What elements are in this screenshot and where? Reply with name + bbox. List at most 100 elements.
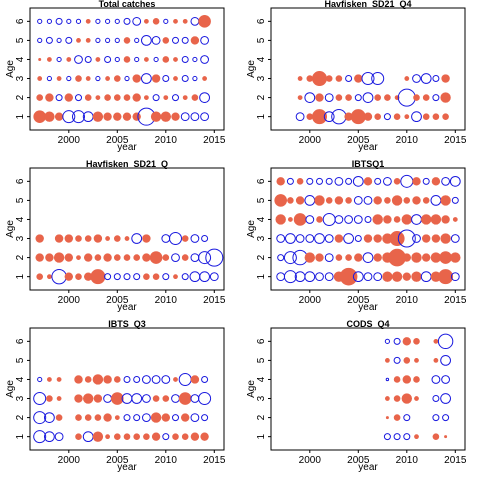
bubble-negative bbox=[66, 18, 72, 24]
bubble-negative bbox=[55, 94, 63, 102]
bubble-negative bbox=[190, 413, 200, 422]
bubble-positive bbox=[363, 234, 373, 243]
bubble-negative bbox=[324, 272, 334, 282]
bubble-negative bbox=[66, 75, 72, 82]
bubble-negative bbox=[345, 177, 353, 185]
plot-frame bbox=[270, 167, 466, 291]
bubble-positive bbox=[389, 231, 405, 247]
bubble-negative bbox=[181, 36, 189, 44]
bubble-positive bbox=[393, 395, 401, 402]
bubble-negative bbox=[314, 233, 325, 244]
bubble-negative bbox=[451, 196, 459, 204]
bubble-negative bbox=[131, 233, 143, 244]
bubble-negative bbox=[74, 55, 83, 64]
x-axis-label: year bbox=[117, 142, 137, 153]
bubble-negative bbox=[37, 37, 43, 44]
bubble-negative bbox=[55, 17, 63, 25]
bubble-negative bbox=[322, 212, 336, 226]
bubble-negative bbox=[304, 195, 316, 206]
bubble-positive bbox=[325, 197, 333, 204]
bubble-positive bbox=[363, 177, 373, 186]
bubble-negative bbox=[432, 75, 440, 83]
y-tick-label: 5 bbox=[15, 37, 26, 43]
bubble-positive bbox=[93, 394, 103, 403]
bubble-negative bbox=[384, 338, 390, 344]
bubble-negative bbox=[54, 432, 64, 442]
y-tick-label: 4 bbox=[15, 216, 26, 222]
bubble-negative bbox=[304, 271, 316, 283]
bubble-negative bbox=[45, 36, 53, 44]
bubble-negative bbox=[142, 413, 151, 422]
bubble-positive bbox=[296, 178, 304, 185]
y-axis-label: Age bbox=[246, 380, 257, 398]
bubble-positive bbox=[442, 113, 449, 120]
bubble-negative bbox=[354, 94, 362, 102]
x-tick-label: 2000 bbox=[58, 135, 81, 146]
bubble-negative bbox=[383, 433, 391, 441]
bubble-negative bbox=[169, 232, 182, 246]
bubble-negative bbox=[33, 392, 47, 406]
bubble-negative bbox=[363, 272, 373, 282]
bubble-negative bbox=[44, 412, 55, 423]
bubble-positive bbox=[403, 357, 411, 364]
bubble-positive bbox=[74, 375, 83, 384]
bubble-negative bbox=[441, 176, 451, 186]
x-tick-label: 2005 bbox=[106, 455, 129, 466]
bubble-positive bbox=[84, 94, 92, 101]
bubble-positive bbox=[103, 112, 112, 121]
bubble-positive bbox=[152, 395, 160, 402]
bubble-negative bbox=[198, 251, 212, 265]
bubble-negative bbox=[364, 215, 372, 223]
bubble-positive bbox=[64, 253, 74, 262]
bubble-negative bbox=[171, 394, 180, 403]
bubble-positive bbox=[275, 214, 286, 225]
bubble-positive bbox=[274, 194, 288, 207]
bubble-positive bbox=[92, 111, 104, 122]
bubble-positive bbox=[422, 94, 430, 101]
bubble-negative bbox=[295, 234, 305, 243]
bubble-positive bbox=[287, 197, 294, 204]
bubble-positive bbox=[38, 57, 42, 61]
bubble-positive bbox=[33, 110, 47, 123]
bubble-negative bbox=[162, 75, 170, 83]
plot-frame bbox=[270, 7, 466, 131]
bubble-negative bbox=[201, 235, 209, 243]
bubble-positive bbox=[181, 235, 189, 242]
bubble-negative bbox=[400, 174, 414, 188]
bubble-negative bbox=[105, 37, 111, 44]
x-tick-label: 2005 bbox=[106, 135, 129, 146]
bubble-negative bbox=[37, 376, 43, 383]
bubble-negative bbox=[161, 375, 171, 384]
bubble-positive bbox=[75, 414, 82, 421]
bubble-positive bbox=[35, 234, 44, 243]
y-tick-label: 2 bbox=[256, 254, 267, 260]
bubble-positive bbox=[441, 74, 450, 83]
bubble-positive bbox=[171, 112, 180, 121]
bubble-negative bbox=[200, 36, 210, 45]
bubble-positive bbox=[393, 113, 401, 120]
bubble-positive bbox=[413, 338, 420, 345]
bubble-negative bbox=[142, 375, 151, 384]
bubble-negative bbox=[200, 112, 210, 122]
x-tick-label: 2015 bbox=[444, 295, 467, 306]
bubble-positive bbox=[404, 114, 410, 120]
bubble-negative bbox=[152, 94, 160, 102]
bubble-negative bbox=[440, 355, 452, 366]
bubble-positive bbox=[383, 215, 392, 224]
bubble-negative bbox=[201, 414, 209, 422]
bubble-positive bbox=[200, 432, 209, 441]
bubble-positive bbox=[181, 413, 190, 422]
bubble-positive bbox=[76, 255, 81, 260]
plot-frame bbox=[29, 167, 225, 291]
bubble-positive bbox=[124, 236, 130, 241]
x-tick-label: 2010 bbox=[396, 455, 419, 466]
bubble-positive bbox=[391, 271, 403, 282]
bubble-positive bbox=[103, 253, 112, 262]
bubble-negative bbox=[133, 273, 141, 281]
bubble-negative bbox=[190, 112, 200, 122]
bubble-positive bbox=[54, 112, 64, 121]
panel-title: CODS_Q4 bbox=[346, 319, 389, 329]
bubble-negative bbox=[352, 175, 364, 187]
bubble-negative bbox=[209, 272, 219, 282]
bubble-negative bbox=[361, 72, 375, 86]
